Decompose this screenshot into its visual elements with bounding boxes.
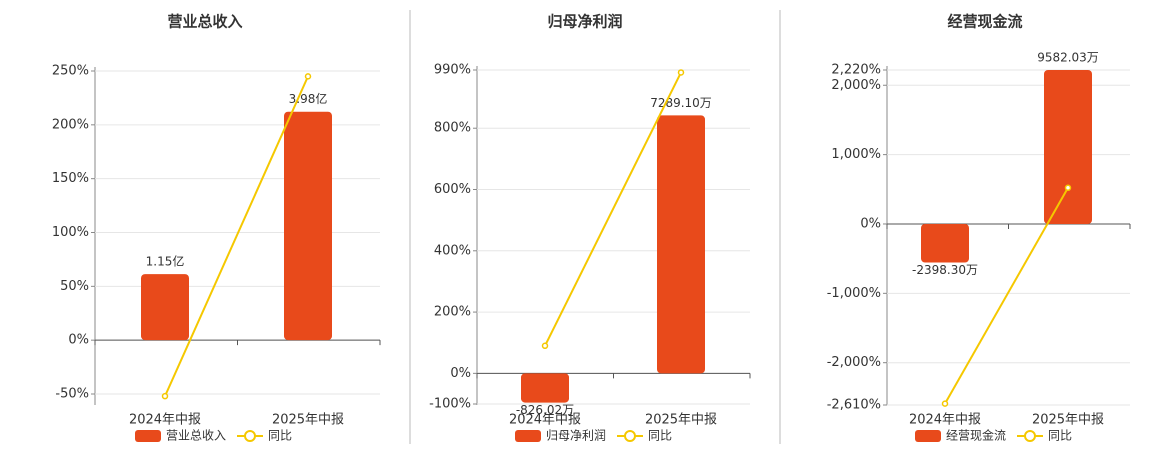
legend-label: 同比 — [1048, 429, 1072, 443]
y-tick-label: -50% — [55, 387, 89, 402]
chart-title: 经营现金流 — [947, 13, 1022, 31]
legend-marker — [244, 430, 256, 442]
y-tick-label: -100% — [429, 397, 471, 412]
y-tick-label: 250% — [52, 64, 89, 79]
x-tick-label: 2024年中报 — [909, 413, 981, 428]
y-tick-label: 0% — [68, 333, 89, 348]
legend-label: 归母净利润 — [546, 429, 606, 443]
data-label: 7289.10万 — [650, 96, 712, 110]
y-tick-label: 100% — [52, 225, 89, 240]
data-label: -2398.30万 — [912, 263, 978, 277]
legend-label: 同比 — [648, 429, 672, 443]
bar — [521, 373, 569, 403]
y-tick-label: -2,610% — [827, 398, 881, 413]
y-tick-label: 1,000% — [831, 147, 881, 162]
line-point — [677, 69, 685, 76]
chart-title: 归母净利润 — [547, 13, 622, 31]
line — [164, 75, 309, 397]
x-tick-label: 2024年中报 — [509, 413, 581, 428]
line-point — [541, 342, 549, 350]
y-tick-label: 50% — [60, 279, 89, 294]
legend-label: 经营现金流 — [946, 428, 1006, 443]
legend-label: 同比 — [268, 429, 292, 443]
data-label: 3.98亿 — [289, 91, 328, 106]
line-point — [304, 73, 312, 80]
y-tick-label: 2,220% — [831, 63, 881, 78]
x-tick-label: 2025年中报 — [272, 413, 344, 428]
y-tick-label: -1,000% — [827, 286, 881, 301]
y-tick-label: 2,000% — [831, 78, 881, 93]
y-tick-label: 0% — [450, 366, 471, 381]
y-tick-label: 0% — [860, 216, 881, 231]
y-tick-label: 800% — [434, 121, 471, 136]
line-point — [1064, 184, 1072, 192]
line — [944, 187, 1069, 405]
y-tick-label: 400% — [434, 243, 471, 258]
y-tick-label: 990% — [434, 63, 471, 78]
x-tick-label: 2025年中报 — [645, 413, 717, 428]
bar — [921, 223, 969, 263]
bar — [1044, 69, 1092, 224]
y-tick-label: 200% — [52, 117, 89, 132]
legend-marker — [624, 430, 636, 442]
y-tick-label: 600% — [434, 182, 471, 197]
y-tick-label: 200% — [434, 305, 471, 320]
line-point — [161, 392, 169, 400]
y-tick-label: -2,000% — [827, 355, 881, 370]
bar — [141, 274, 189, 341]
data-label: 9582.03万 — [1037, 50, 1099, 64]
legend-marker — [1024, 430, 1036, 442]
chart-title: 营业总收入 — [167, 13, 242, 31]
line — [544, 72, 682, 347]
bar — [657, 115, 705, 374]
line-point — [941, 400, 949, 407]
legend-swatch — [135, 430, 161, 442]
legend-swatch — [915, 430, 941, 442]
legend-swatch — [515, 430, 541, 442]
x-tick-label: 2025年中报 — [1032, 413, 1104, 428]
data-label: -826.02万 — [516, 403, 574, 417]
data-label: 1.15亿 — [146, 254, 185, 269]
bar — [284, 111, 332, 341]
legend-label: 营业总收入 — [166, 429, 226, 443]
y-tick-label: 150% — [52, 171, 89, 186]
x-tick-label: 2024年中报 — [129, 413, 201, 428]
